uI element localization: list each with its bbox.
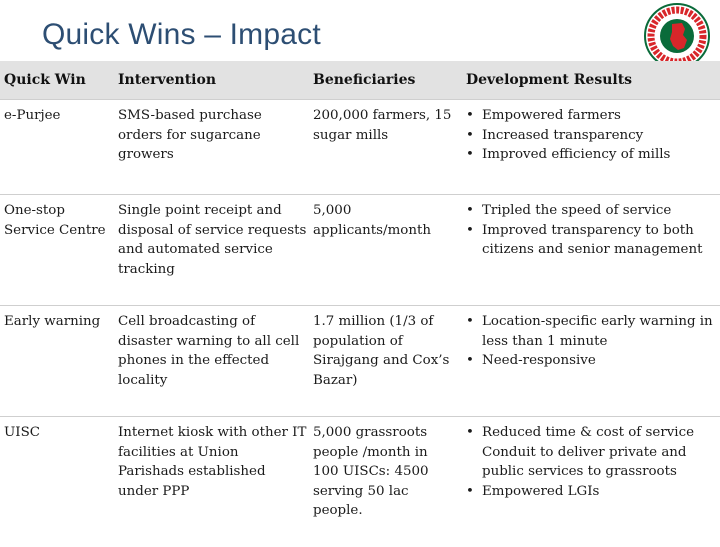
table-row: UISC Internet kiosk with other IT facili… (0, 417, 720, 547)
result-item: Empowered farmers (464, 106, 716, 126)
beneficiaries-cell: 1.7 million (1/3 of population of Sirajg… (307, 306, 456, 417)
result-item: Empowered LGIs (464, 482, 716, 502)
quick-win-cell: e-Purjee (0, 100, 112, 195)
results-cell: Tripled the speed of service Improved tr… (456, 195, 720, 306)
header-intervention: Intervention (112, 61, 307, 100)
quick-wins-table: Quick Win Intervention Beneficiaries Dev… (0, 61, 720, 547)
header-development-results: Development Results (456, 61, 720, 100)
result-item: Tripled the speed of service (464, 201, 716, 221)
result-item: Increased transparency (464, 126, 716, 146)
result-item: Location-specific early warning in less … (464, 312, 716, 351)
page-title: Quick Wins – Impact (42, 18, 321, 52)
results-cell: Empowered farmers Increased transparency… (456, 100, 720, 195)
intervention-cell: Internet kiosk with other IT facilities … (112, 417, 307, 547)
intervention-cell: Single point receipt and disposal of ser… (112, 195, 307, 306)
result-item: Improved efficiency of mills (464, 145, 716, 165)
intervention-cell: Cell broadcasting of disaster warning to… (112, 306, 307, 417)
table-row: One-stop Service Centre Single point rec… (0, 195, 720, 306)
quick-win-cell: Early warning (0, 306, 112, 417)
results-cell: Reduced time & cost of service Conduit t… (456, 417, 720, 547)
beneficiaries-cell: 200,000 farmers, 15 sugar mills (307, 100, 456, 195)
table-row: Early warning Cell broadcasting of disas… (0, 306, 720, 417)
results-cell: Location-specific early warning in less … (456, 306, 720, 417)
table-header-row: Quick Win Intervention Beneficiaries Dev… (0, 61, 720, 100)
quick-win-cell: One-stop Service Centre (0, 195, 112, 306)
result-item: Improved transparency to both citizens a… (464, 221, 716, 260)
beneficiaries-cell: 5,000 grassroots people /month in 100 UI… (307, 417, 456, 547)
government-seal-icon (636, 2, 718, 70)
beneficiaries-cell: 5,000 applicants/month (307, 195, 456, 306)
header-quick-win: Quick Win (0, 61, 112, 100)
result-item: Reduced time & cost of service Conduit t… (464, 423, 716, 482)
quick-win-cell: UISC (0, 417, 112, 547)
result-item: Need-responsive (464, 351, 716, 371)
table-row: e-Purjee SMS-based purchase orders for s… (0, 100, 720, 195)
header-beneficiaries: Beneficiaries (307, 61, 456, 100)
intervention-cell: SMS-based purchase orders for sugarcane … (112, 100, 307, 195)
